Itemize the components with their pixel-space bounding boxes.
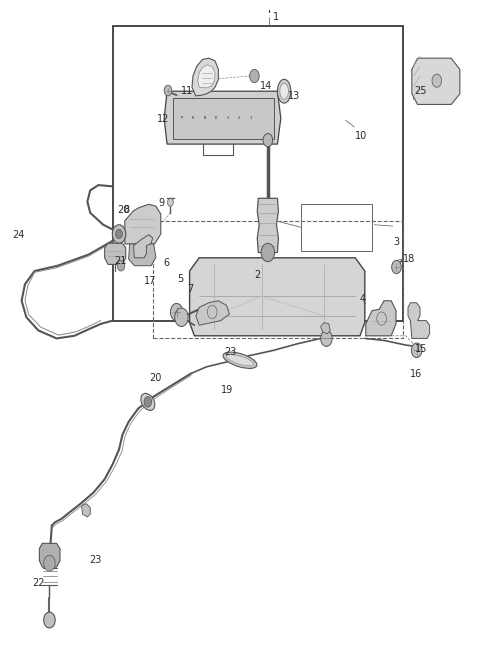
- Ellipse shape: [227, 355, 253, 366]
- Polygon shape: [257, 198, 278, 253]
- Text: 14: 14: [260, 81, 273, 91]
- Text: 17: 17: [144, 276, 156, 286]
- Circle shape: [116, 229, 122, 239]
- Circle shape: [250, 69, 259, 83]
- Polygon shape: [82, 504, 90, 517]
- Circle shape: [321, 330, 332, 346]
- Polygon shape: [192, 58, 218, 96]
- Text: 19: 19: [221, 385, 233, 395]
- Text: 12: 12: [157, 114, 170, 124]
- Text: R: R: [192, 116, 194, 120]
- Circle shape: [170, 303, 183, 321]
- Text: 1: 1: [273, 12, 279, 22]
- Text: 13: 13: [288, 91, 300, 101]
- Text: 23: 23: [225, 347, 237, 357]
- Text: N: N: [204, 116, 205, 120]
- Text: 20: 20: [149, 373, 161, 383]
- Circle shape: [261, 243, 275, 262]
- Circle shape: [117, 260, 125, 271]
- Polygon shape: [39, 543, 60, 567]
- Text: 16: 16: [410, 369, 423, 379]
- Circle shape: [44, 555, 55, 571]
- Circle shape: [164, 85, 172, 96]
- Polygon shape: [366, 301, 396, 336]
- Text: 24: 24: [12, 230, 24, 240]
- Polygon shape: [321, 323, 330, 334]
- Polygon shape: [164, 91, 281, 144]
- Circle shape: [168, 198, 173, 206]
- Polygon shape: [105, 243, 126, 264]
- Text: 8: 8: [124, 205, 130, 215]
- Text: 1: 1: [250, 116, 252, 120]
- Circle shape: [411, 343, 422, 358]
- Ellipse shape: [141, 393, 155, 410]
- Circle shape: [144, 397, 152, 407]
- Circle shape: [432, 74, 442, 87]
- Text: 2: 2: [254, 270, 261, 280]
- Polygon shape: [198, 65, 215, 88]
- Ellipse shape: [280, 83, 288, 99]
- Circle shape: [263, 134, 273, 147]
- Text: 15: 15: [415, 344, 428, 354]
- Ellipse shape: [277, 79, 291, 103]
- Bar: [153, 221, 403, 338]
- Polygon shape: [129, 244, 156, 266]
- Circle shape: [44, 612, 55, 628]
- Text: 6: 6: [163, 258, 169, 268]
- Text: 21: 21: [114, 256, 127, 266]
- Polygon shape: [190, 258, 365, 336]
- Text: 3: 3: [227, 116, 228, 120]
- Text: 5: 5: [178, 274, 184, 284]
- Text: D: D: [215, 116, 217, 120]
- Bar: [113, 26, 403, 321]
- Bar: [173, 98, 274, 139]
- Ellipse shape: [223, 352, 257, 368]
- Text: 3: 3: [394, 237, 400, 247]
- Text: 10: 10: [355, 131, 368, 141]
- Text: 18: 18: [403, 254, 416, 264]
- Polygon shape: [412, 58, 460, 104]
- Bar: [301, 204, 372, 251]
- Text: 11: 11: [181, 86, 194, 96]
- Polygon shape: [196, 301, 229, 325]
- Text: 4: 4: [360, 294, 366, 304]
- Text: 22: 22: [33, 578, 45, 588]
- Text: 2: 2: [238, 116, 240, 120]
- Text: 20: 20: [118, 205, 130, 215]
- Polygon shape: [408, 303, 430, 338]
- Text: 9: 9: [158, 198, 165, 208]
- Circle shape: [112, 225, 126, 243]
- Text: P: P: [180, 116, 182, 120]
- Circle shape: [392, 260, 401, 274]
- Text: 25: 25: [414, 86, 426, 96]
- Text: 7: 7: [187, 284, 193, 294]
- Polygon shape: [133, 235, 153, 258]
- Polygon shape: [125, 204, 161, 244]
- Circle shape: [175, 308, 188, 327]
- Text: 23: 23: [89, 555, 101, 565]
